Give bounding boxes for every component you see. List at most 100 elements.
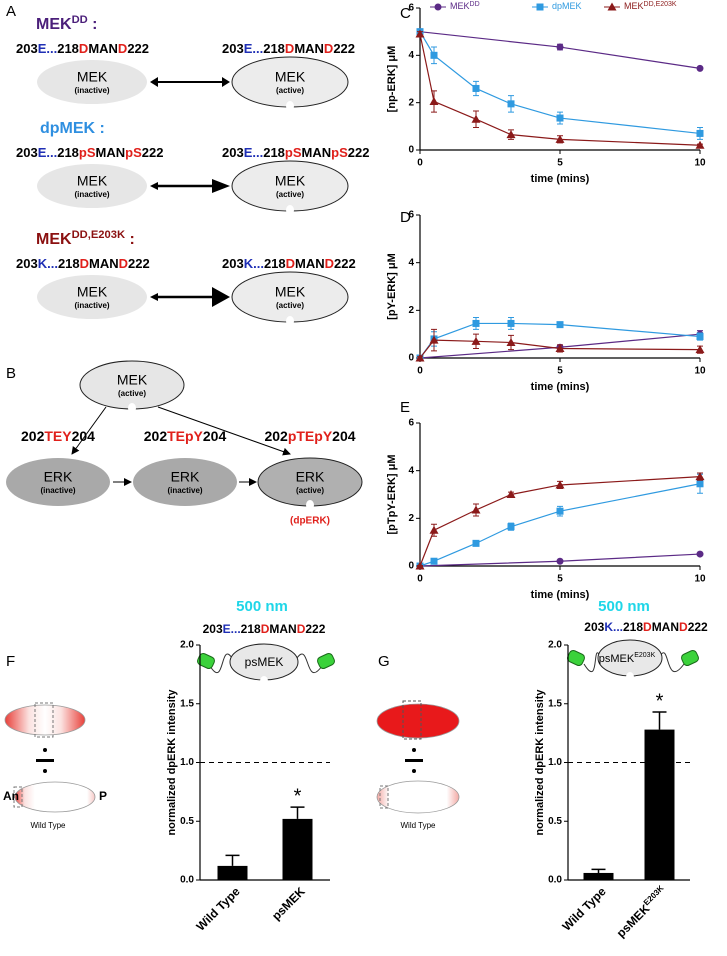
y-axis-label: normalized dpERK intensity: [166, 689, 178, 836]
sequence: 202pTEpY204: [264, 428, 355, 444]
y-tick-label: 4: [408, 50, 414, 61]
legend-marker: [607, 2, 617, 11]
protein-state: (inactive): [74, 301, 109, 310]
sequence-part: MAN: [295, 256, 325, 271]
sequence-part: D: [118, 41, 127, 56]
bar: [644, 729, 675, 880]
sequence-part: TEY: [44, 428, 72, 444]
marker: [415, 353, 425, 362]
sequence-part: pS: [125, 145, 142, 160]
protein-label: ERK: [296, 469, 325, 485]
protein: [37, 60, 147, 104]
protein: [37, 275, 147, 319]
arrow: [157, 406, 291, 456]
sequence-part: D: [285, 41, 294, 56]
sequence-part: E...: [223, 622, 241, 636]
marker: [506, 490, 516, 498]
y-tick-label: 0.0: [548, 875, 562, 886]
x-tick-label: 5: [557, 574, 563, 585]
active-site: [286, 205, 294, 215]
x-tick-label: 0: [417, 574, 423, 585]
embryo-schematic: [376, 700, 460, 814]
marker: [507, 100, 515, 108]
sequence-part: MAN: [96, 145, 126, 160]
sequence-part: 202: [264, 428, 288, 444]
sequence-part: 203: [222, 145, 244, 160]
panel-label: C: [400, 5, 411, 22]
sequence-part: E...: [244, 145, 264, 160]
arrow-head: [150, 77, 230, 87]
marker: [471, 114, 481, 123]
y-tick-label: 2.0: [548, 640, 562, 651]
sequence-part: D: [119, 256, 128, 271]
marker: [556, 43, 564, 51]
panel-label: A: [6, 3, 16, 20]
sequence-part: 222: [348, 145, 370, 160]
construct-label: psMEKE203K: [599, 652, 656, 665]
y-axis-label: normalized dpERK intensity: [534, 689, 546, 836]
sequence-part: MAN: [89, 256, 119, 271]
legend-sup: DD: [470, 1, 480, 8]
sequence-part: E...: [244, 41, 264, 56]
sequence-part: MAN: [302, 145, 332, 160]
y-tick-label: 2: [408, 97, 414, 108]
sequence-part: 218: [623, 620, 643, 634]
sequence-part: D: [325, 256, 334, 271]
panel-label: B: [6, 365, 16, 382]
marker: [507, 319, 515, 327]
sequence: 203E...218pSMANpS222: [16, 145, 163, 160]
annotation: *: [294, 785, 302, 807]
marker: [430, 51, 438, 59]
y-tick-label: 6: [408, 210, 414, 221]
panel-label: E: [400, 399, 410, 416]
protein-state: (active): [276, 190, 304, 199]
x-tick-label: 10: [694, 366, 706, 377]
y-tick-label: 0.5: [548, 816, 562, 827]
sequence: 203E...218DMAND222: [222, 41, 355, 56]
marker: [472, 319, 480, 327]
sequence-part: D: [261, 622, 270, 636]
y-tick-label: 1.5: [180, 698, 194, 709]
marker: [556, 321, 564, 329]
x-tick-label: 10: [694, 574, 706, 585]
embryo-label: An: [3, 789, 19, 803]
series-line: [419, 483, 701, 567]
y-tick-label: 2.0: [180, 640, 194, 651]
x-tick-label: psMEK: [269, 884, 308, 923]
x-tick-label: 5: [557, 366, 563, 377]
sequence: 203K...218DMAND222: [16, 256, 150, 271]
protein-state: (inactive): [40, 486, 75, 495]
sequence-part: 203: [16, 41, 38, 56]
marker: [430, 557, 438, 565]
panel-label: D: [400, 209, 411, 226]
marker: [506, 130, 516, 139]
protein-label: MEK: [77, 69, 108, 85]
sequence-part: 222: [127, 41, 149, 56]
protein: [37, 164, 147, 208]
marker: [556, 114, 564, 122]
sequence-part: E...: [38, 145, 58, 160]
x-tick-label: Wild Type: [194, 884, 243, 933]
protein-label: MEK: [117, 372, 148, 388]
arrow: [71, 406, 107, 455]
name-sup: DD: [72, 14, 88, 26]
sequence-part: pS: [331, 145, 348, 160]
sequence: 202TEpY204: [144, 428, 227, 444]
protein-state: (active): [276, 301, 304, 310]
series-line: [419, 31, 701, 135]
panel-label: G: [378, 653, 390, 670]
y-tick-label: 6: [408, 3, 414, 14]
y-tick-label: 0: [408, 561, 414, 572]
x-tick-label: psMEKE203K: [613, 884, 670, 941]
sequence-part: 222: [128, 256, 150, 271]
x-axis-label: time (mins): [531, 381, 590, 393]
category: psMEK: [269, 884, 308, 923]
legend-label: dpMEK: [552, 1, 582, 11]
sequence-part: 203: [16, 145, 38, 160]
error-bar: [652, 711, 667, 730]
sequence-part: 218: [57, 145, 79, 160]
active-site: [128, 403, 136, 413]
sequence-part: 222: [142, 145, 164, 160]
error-bar: [290, 806, 305, 819]
